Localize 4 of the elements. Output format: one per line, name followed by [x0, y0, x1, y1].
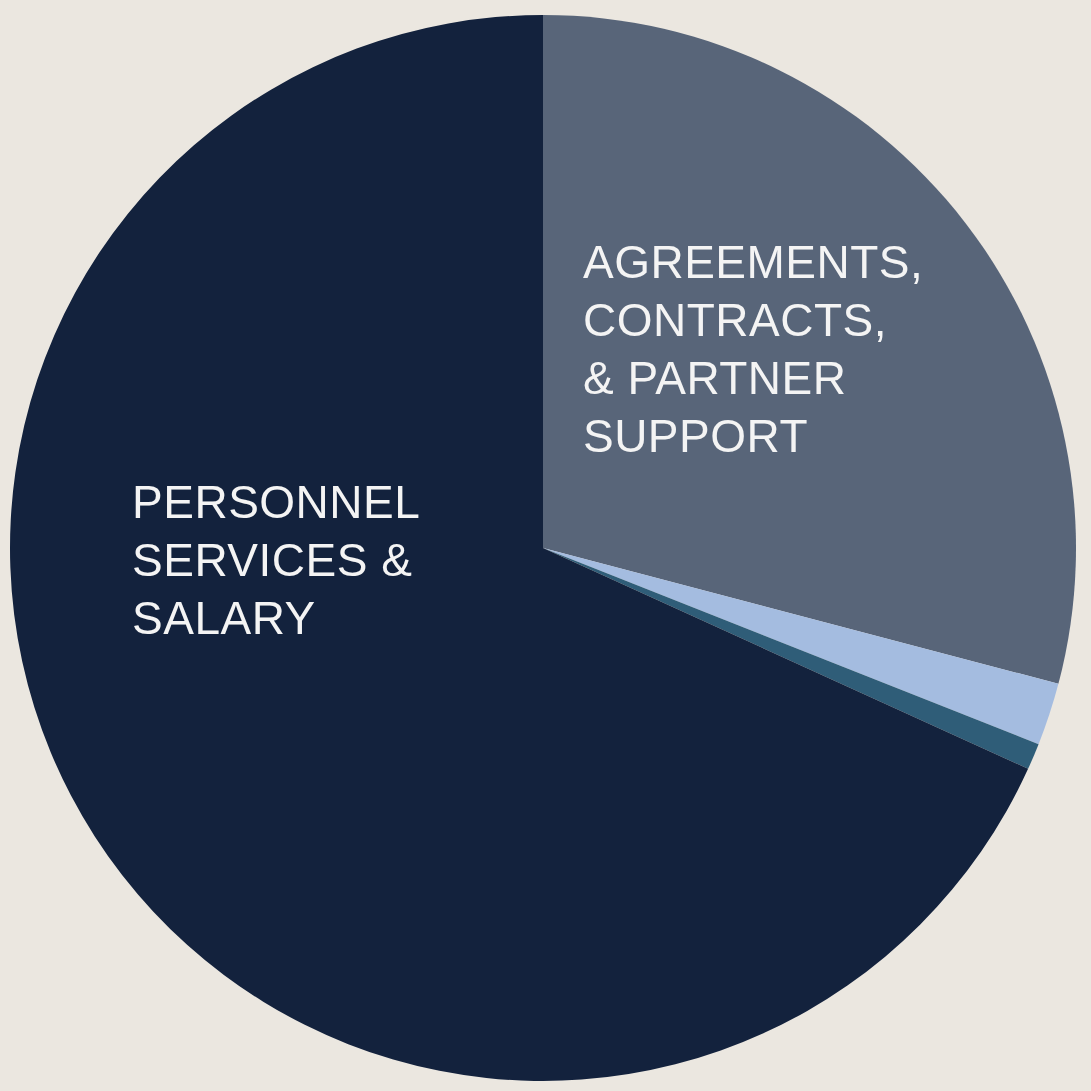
slice-label: AGREEMENTS, CONTRACTS, & PARTNER SUPPORT: [582, 236, 924, 463]
pie-slice: [543, 15, 1076, 684]
slice-label: PERSONNEL SERVICES & SALARY: [132, 476, 421, 645]
pie-slice: [10, 15, 1029, 1081]
